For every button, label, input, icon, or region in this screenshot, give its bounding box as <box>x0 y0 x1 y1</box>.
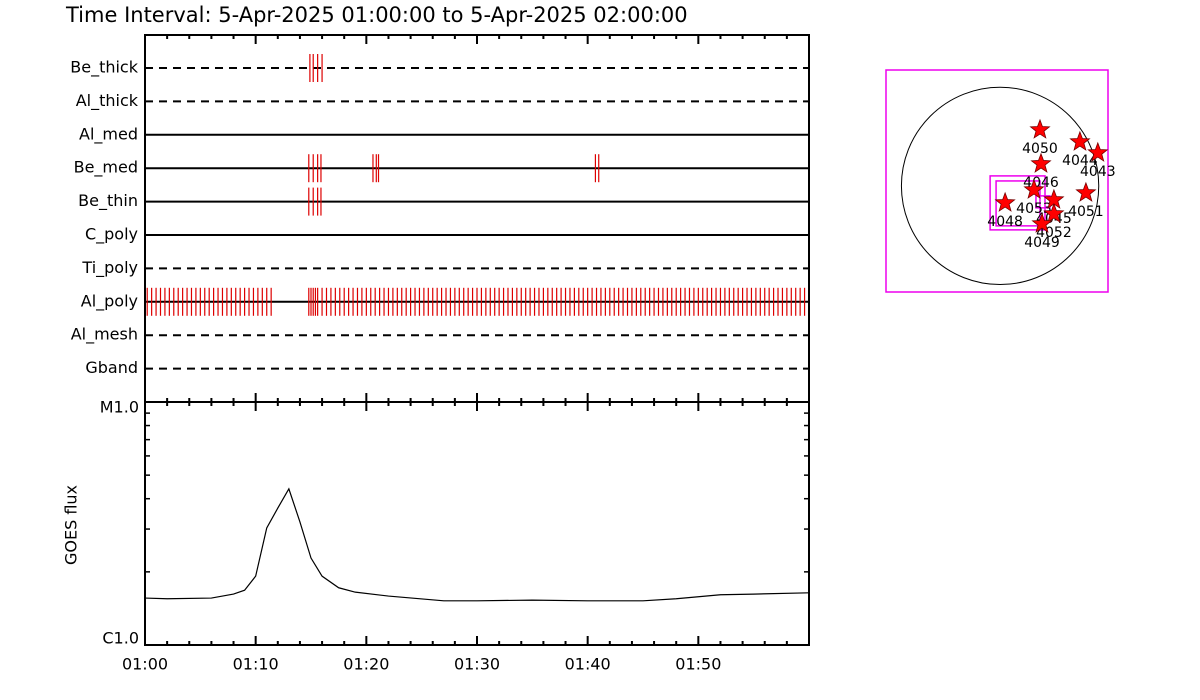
active-region-star <box>1030 152 1052 173</box>
active-region-star <box>1075 181 1097 202</box>
row-label: Be_med <box>74 158 138 178</box>
y-tick-label: C1.0 <box>102 629 139 648</box>
y-axis-label: GOES flux <box>62 485 81 565</box>
active-region-label: 4044 <box>1062 153 1098 169</box>
active-region-star <box>1087 141 1109 162</box>
active-region-label: 4043 <box>1080 164 1116 180</box>
row-label: Al_poly <box>81 291 138 311</box>
row-label: C_poly <box>85 225 138 245</box>
row-label: Be_thin <box>78 191 138 211</box>
row-label: Be_thick <box>70 58 138 78</box>
row-label: Al_med <box>79 124 138 144</box>
active-region-star <box>1069 130 1091 151</box>
solar-limb <box>900 86 1100 286</box>
active-region-star <box>1031 212 1053 233</box>
active-region-star <box>1023 178 1045 199</box>
active-region-label: 4050 <box>1022 141 1058 157</box>
map-frame <box>885 69 1109 293</box>
row-label: Al_mesh <box>71 325 138 345</box>
x-tick-label: 01:30 <box>454 655 500 674</box>
x-tick-label: 01:40 <box>565 655 611 674</box>
y-tick-label: M1.0 <box>100 398 139 417</box>
x-tick-label: 01:20 <box>343 655 389 674</box>
title: Time Interval: 5-Apr-2025 01:00:00 to 5-… <box>65 3 688 27</box>
active-region-star <box>994 191 1016 212</box>
active-region-label: 4048 <box>987 214 1023 230</box>
active-region-star <box>1043 202 1065 223</box>
active-region-star <box>1029 118 1051 139</box>
active-region-label: 4051 <box>1068 204 1104 220</box>
row-label: Gband <box>85 358 138 377</box>
row-label: Al_thick <box>76 91 139 111</box>
x-tick-label: 01:10 <box>233 655 279 674</box>
panel-frame <box>144 34 810 403</box>
fov-box <box>995 180 1041 227</box>
row-label: Ti_poly <box>81 258 138 278</box>
active-region-label: 4053 <box>1016 201 1052 217</box>
panel-frame <box>144 401 810 646</box>
x-tick-label: 01:50 <box>675 655 721 674</box>
x-tick-label: 01:00 <box>122 655 168 674</box>
goes-flux-line <box>144 487 810 602</box>
active-region-label: 4049 <box>1024 235 1060 251</box>
fov-box <box>989 175 1046 231</box>
